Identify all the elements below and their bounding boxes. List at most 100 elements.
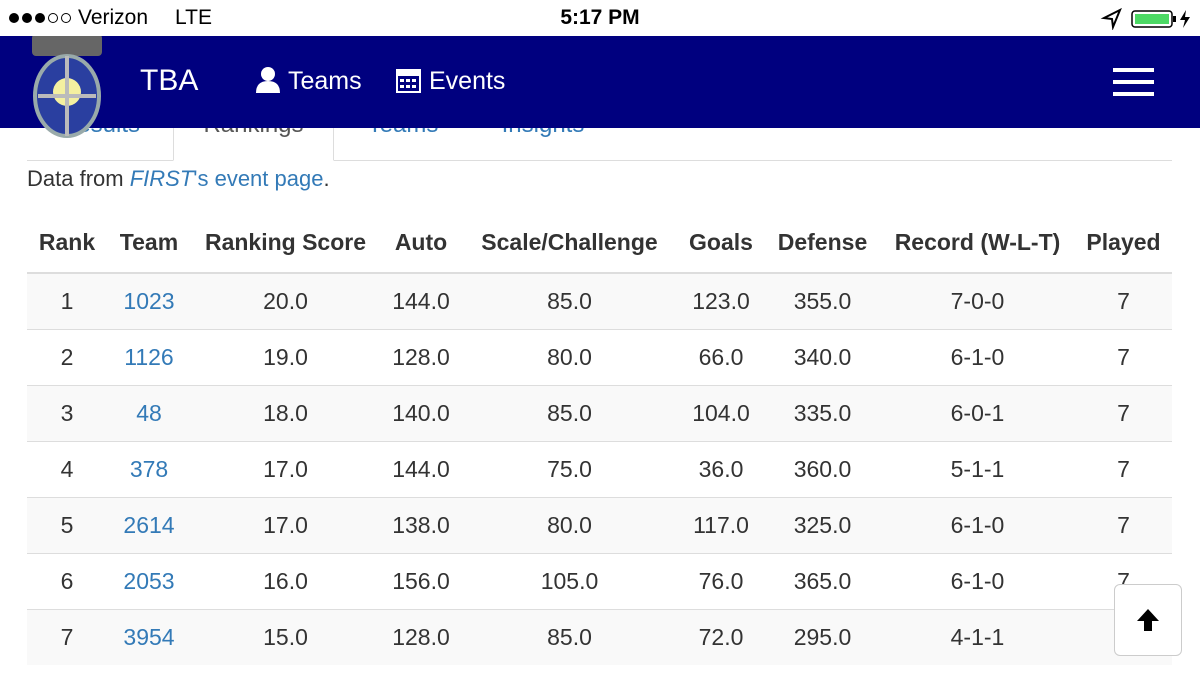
- cell: 20.0: [191, 272, 380, 330]
- header-row: Rank Team Ranking Score Auto Scale/Challenge…: [27, 224, 1172, 274]
- text: .: [323, 166, 330, 191]
- scroll-top-button[interactable]: [1114, 584, 1182, 656]
- cell: 2: [27, 329, 107, 386]
- cell: 48: [107, 385, 191, 442]
- cell: 6-1-0: [880, 553, 1075, 610]
- cell: 3954: [107, 609, 191, 665]
- column-header: Ranking Score: [191, 224, 380, 274]
- cell: 128.0: [380, 329, 462, 386]
- cell: 7: [1075, 329, 1172, 386]
- menu-button[interactable]: [1113, 68, 1155, 98]
- nav-link[interactable]: Teams: [288, 67, 362, 95]
- table-row: 2 1126 19.0 128.0 80.0 66.0 340.0 6-1-0 7: [27, 329, 1172, 386]
- cell: 7: [1075, 441, 1172, 498]
- team-link[interactable]: 1126: [124, 344, 174, 370]
- table-row: 5 2614 17.0 138.0 80.0 117.0 325.0 6-1-0 7: [27, 497, 1172, 554]
- cell: 72.0: [677, 609, 765, 665]
- cell: 76.0: [677, 553, 765, 610]
- status-icons: [1100, 8, 1190, 30]
- table-row: 4 378 17.0 144.0 75.0 36.0 360.0 5-1-1 7: [27, 441, 1172, 498]
- cell: 17.0: [191, 441, 380, 498]
- cell: 360.0: [765, 441, 880, 498]
- navbar: TBA Teams Events: [0, 34, 1200, 138]
- cell: 85.0: [462, 385, 677, 442]
- column-header: Defense: [765, 224, 880, 274]
- cell: 340.0: [765, 329, 880, 386]
- events-icon: [396, 69, 421, 93]
- cell: 4-1-1: [880, 609, 1075, 665]
- cell: 355.0: [765, 272, 880, 330]
- team-link[interactable]: 2053: [123, 568, 175, 594]
- clock: 5:17 PM: [560, 6, 640, 29]
- signal-dots: [9, 13, 71, 23]
- cell: 85.0: [462, 609, 677, 665]
- cell: 105.0: [462, 553, 677, 610]
- team-link[interactable]: 2614: [123, 512, 175, 538]
- cell: 123.0: [677, 272, 765, 330]
- brand[interactable]: TBA: [140, 64, 199, 97]
- cell: 7: [27, 609, 107, 665]
- carrier: Verizon: [78, 6, 149, 29]
- team-link[interactable]: 378: [129, 456, 169, 482]
- cell: 3: [27, 385, 107, 442]
- cell: 144.0: [380, 441, 462, 498]
- cell: 15.0: [191, 609, 380, 665]
- text: Data from: [27, 166, 130, 191]
- cell: 7: [1075, 385, 1172, 442]
- cell: 1126: [107, 329, 191, 386]
- team-link[interactable]: 48: [136, 400, 162, 426]
- cell: 5: [27, 497, 107, 554]
- cell: 75.0: [462, 441, 677, 498]
- cell: 80.0: [462, 497, 677, 554]
- cell: 7: [1075, 272, 1172, 330]
- cell: 6-0-1: [880, 385, 1075, 442]
- cell: 80.0: [462, 329, 677, 386]
- logo[interactable]: [26, 34, 108, 140]
- cell: 5-1-1: [880, 441, 1075, 498]
- table-row: 6 2053 16.0 156.0 105.0 76.0 365.0 6-1-0 7: [27, 553, 1172, 610]
- cell: 7: [1075, 497, 1172, 554]
- teams-icon: [256, 67, 280, 93]
- arrow-up: [1137, 609, 1159, 631]
- cell: 128.0: [380, 609, 462, 665]
- cell: 1023: [107, 272, 191, 330]
- column-header: Scale/Challenge: [462, 224, 677, 274]
- network: LTE: [175, 6, 212, 29]
- cell: 17.0: [191, 497, 380, 554]
- cell: 16.0: [191, 553, 380, 610]
- link-text[interactable]: 's event page: [193, 166, 324, 191]
- cell: 378: [107, 441, 191, 498]
- cell: 66.0: [677, 329, 765, 386]
- cell: 295.0: [765, 609, 880, 665]
- cell: 325.0: [765, 497, 880, 554]
- table-body: 1 1023 20.0 144.0 85.0 123.0 355.0 7-0-0 7 2 1126 1…: [27, 272, 1172, 665]
- column-header: Played: [1075, 224, 1172, 274]
- cell: 19.0: [191, 329, 380, 386]
- cell: 4: [27, 441, 107, 498]
- team-link[interactable]: 3954: [123, 624, 175, 650]
- cell: 335.0: [765, 385, 880, 442]
- cell: 2614: [107, 497, 191, 554]
- team-link[interactable]: 1023: [123, 288, 175, 314]
- cell: 104.0: [677, 385, 765, 442]
- cell: 140.0: [380, 385, 462, 442]
- cell: 36.0: [677, 441, 765, 498]
- column-header: Rank: [27, 224, 107, 274]
- status-bar: Verizon LTE 5:17 PM: [0, 0, 1200, 36]
- link-em[interactable]: FIRST: [129, 166, 194, 191]
- cell: 144.0: [380, 272, 462, 330]
- cell: 1: [27, 272, 107, 330]
- cell: 6-1-0: [880, 497, 1075, 554]
- cell: 138.0: [380, 497, 462, 554]
- link[interactable]: FIRST's event page: [130, 166, 324, 191]
- nav-link[interactable]: Events: [429, 67, 506, 95]
- cell: 2053: [107, 553, 191, 610]
- rankings-table: Rank Team Ranking Score Auto Scale/Challenge…: [27, 224, 1172, 665]
- source-note: Data from FIRST's event page.: [27, 166, 330, 192]
- column-header: Goals: [677, 224, 765, 274]
- cell: 7-0-0: [880, 272, 1075, 330]
- cell: 85.0: [462, 272, 677, 330]
- column-header: Auto: [380, 224, 462, 274]
- column-header: Team: [107, 224, 191, 274]
